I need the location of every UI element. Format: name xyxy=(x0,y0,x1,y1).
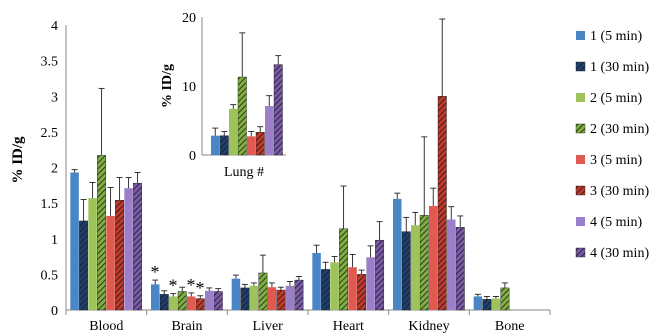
x-tick-label-liver: Liver xyxy=(253,319,284,333)
bar-blood-s8 xyxy=(133,182,143,311)
legend-label-s4: 2 (30 min) xyxy=(590,122,649,137)
x-tick-label-blood: Blood xyxy=(89,319,123,333)
inset-bar-s1 xyxy=(211,135,220,155)
inset-bar-s7 xyxy=(265,106,274,155)
inset-y-tick-label: 20 xyxy=(182,11,196,26)
y-tick-label: 3 xyxy=(51,90,58,105)
y-tick-label: 4 xyxy=(51,19,58,34)
y-tick-label: 1 xyxy=(51,233,58,248)
bar-heart-s2 xyxy=(321,269,331,311)
legend-label-s6: 3 (30 min) xyxy=(590,184,649,199)
significance-asterisk: * xyxy=(187,275,196,295)
legend-label-s1: 1 (5 min) xyxy=(590,29,642,44)
bar-liver-s4 xyxy=(258,272,268,311)
inset-bar-s5 xyxy=(247,136,256,155)
bar-heart-s5 xyxy=(348,267,357,310)
bar-blood-s6 xyxy=(115,200,125,311)
bar-blood-s2 xyxy=(79,220,89,311)
bar-bone-s4 xyxy=(500,287,510,311)
bar-heart-s4 xyxy=(339,228,349,311)
legend-label-s8: 4 (30 min) xyxy=(590,246,649,261)
bar-brain-s8 xyxy=(213,291,223,311)
x-tick-label-bone: Bone xyxy=(495,319,525,333)
x-tick-label-brain: Brain xyxy=(171,319,202,333)
bar-bone-s3 xyxy=(491,298,501,310)
inset-y-axis-label: % ID/g xyxy=(160,64,175,108)
bar-kidney-s8 xyxy=(455,227,465,311)
bar-kidney-s1 xyxy=(393,198,402,310)
bar-kidney-s3 xyxy=(411,225,420,310)
bar-brain-s6 xyxy=(195,298,205,311)
bar-bone-s2 xyxy=(482,299,492,311)
legend-label-s3: 2 (5 min) xyxy=(590,91,642,106)
main-axes: 0 0.5 1 1.5 2 2.5 3 3.5 4 Blood Brain Liver Heart Kid… xyxy=(41,19,551,333)
y-tick-label: 0.5 xyxy=(41,268,59,283)
x-tick-label-heart: Heart xyxy=(333,319,364,333)
bar-liver-s6 xyxy=(276,289,286,311)
legend-swatch-s1 xyxy=(576,31,585,40)
bar-blood-s1 xyxy=(70,172,79,310)
y-tick-label: 1.5 xyxy=(41,197,59,212)
legend: 1 (5 min) 1 (30 min) 2 (5 min) 2 (30 min) 3 … xyxy=(575,29,649,261)
bar-blood-s4 xyxy=(97,155,107,311)
legend-swatch-s6 xyxy=(575,185,586,196)
lung-inset: 0 10 20 Lung # % ID/g xyxy=(160,11,286,180)
bar-brain-s1 xyxy=(151,284,160,310)
y-tick-label: 0 xyxy=(51,304,58,319)
bar-heart-s7 xyxy=(366,257,375,310)
bar-blood-s3 xyxy=(88,198,97,310)
bar-kidney-s2 xyxy=(401,231,411,311)
significance-asterisk: * xyxy=(169,276,178,296)
y-tick-label: 2.5 xyxy=(41,126,59,141)
inset-bar-s3 xyxy=(229,108,238,155)
bar-heart-s1 xyxy=(312,253,321,310)
legend-swatch-s5 xyxy=(576,155,585,164)
inset-bar-s8 xyxy=(273,64,283,156)
bar-kidney-s4 xyxy=(419,215,429,311)
bar-kidney-s7 xyxy=(447,219,456,310)
inset-bar-s6 xyxy=(255,132,265,156)
inset-bar-s4 xyxy=(237,76,247,156)
x-tick-label-kidney: Kidney xyxy=(408,319,449,333)
bar-liver-s8 xyxy=(294,279,304,311)
legend-swatch-s8 xyxy=(575,247,586,258)
bar-brain-s7 xyxy=(205,290,214,310)
inset-category-label: Lung # xyxy=(224,165,264,180)
inset-y-tick-label: 0 xyxy=(189,149,196,164)
legend-label-s7: 4 (5 min) xyxy=(590,215,642,230)
bar-heart-s8 xyxy=(375,239,385,311)
bar-blood-s7 xyxy=(124,188,133,310)
bar-liver-s3 xyxy=(249,285,259,310)
bar-brain-s4 xyxy=(177,291,187,311)
bar-blood-s5 xyxy=(106,215,115,310)
bar-liver-s1 xyxy=(231,278,241,310)
main-bars: ** * * xyxy=(70,18,510,311)
legend-label-s5: 3 (5 min) xyxy=(590,153,642,168)
significance-asterisk: * xyxy=(196,278,205,298)
legend-swatch-s2 xyxy=(575,61,586,72)
bar-liver-s7 xyxy=(285,285,295,310)
bar-brain-s2 xyxy=(159,294,169,311)
bar-kidney-s6 xyxy=(437,96,447,311)
legend-swatch-s4 xyxy=(575,123,586,134)
y-tick-label: 2 xyxy=(51,162,58,177)
legend-swatch-s7 xyxy=(576,217,585,226)
bar-bone-s1 xyxy=(473,296,483,310)
bar-heart-s3 xyxy=(330,262,339,310)
bar-heart-s6 xyxy=(357,274,367,311)
inset-bar-s2 xyxy=(219,135,229,156)
bar-brain-s3 xyxy=(169,296,178,310)
significance-asterisk: * xyxy=(151,262,160,282)
legend-swatch-s3 xyxy=(576,93,585,102)
legend-label-s2: 1 (30 min) xyxy=(590,60,649,75)
y-axis-label: % ID/g xyxy=(10,136,26,184)
y-tick-label: 3.5 xyxy=(41,55,59,70)
bar-brain-s5 xyxy=(187,296,196,310)
inset-y-tick-label: 10 xyxy=(182,80,196,95)
bar-liver-s2 xyxy=(240,287,250,311)
bar-kidney-s5 xyxy=(429,205,438,310)
bar-liver-s5 xyxy=(267,287,277,310)
